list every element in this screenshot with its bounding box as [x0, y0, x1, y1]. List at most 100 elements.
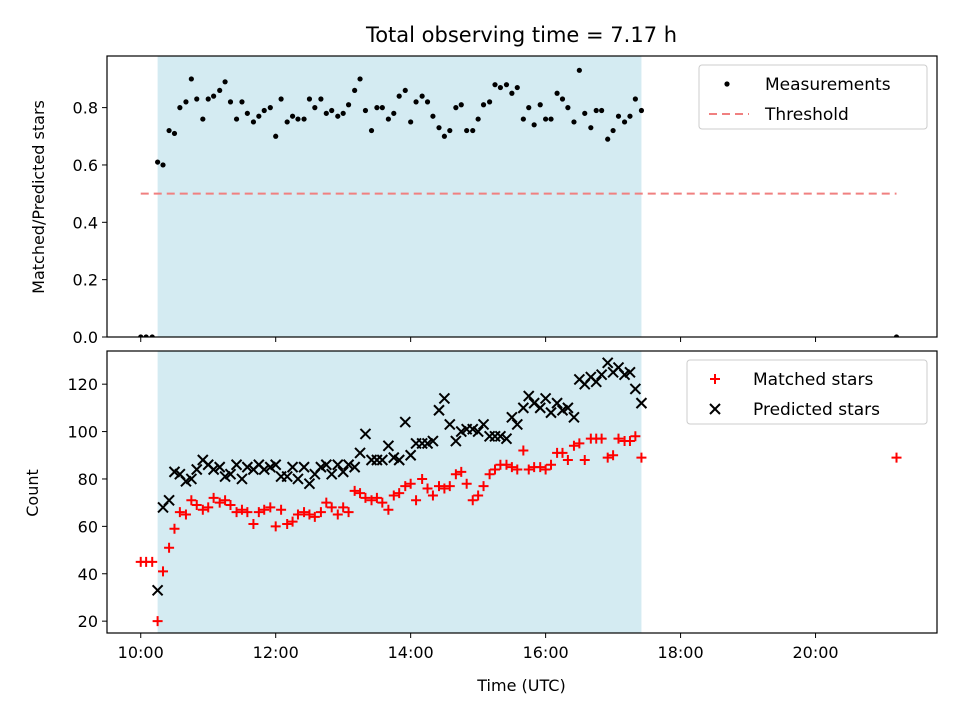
predicted-stars-point	[163, 494, 175, 507]
matched-stars-point	[574, 438, 585, 449]
matched-stars-point	[523, 464, 534, 475]
measurements-point	[413, 99, 419, 105]
matched-stars-point	[326, 502, 337, 513]
measurements-point	[138, 334, 144, 337]
predicted-stars-point	[534, 402, 546, 414]
measurements-point	[323, 110, 329, 116]
measurements-point	[273, 133, 279, 139]
predicted-stars-point	[286, 461, 299, 473]
predicted-stars-point	[207, 463, 220, 476]
predicted-stars-point	[590, 376, 602, 388]
measurements-point	[480, 102, 487, 108]
predicted-stars-point	[517, 402, 530, 414]
measurements-point	[487, 99, 493, 105]
matched-stars-point	[540, 464, 551, 475]
measurements-point	[543, 116, 549, 122]
matched-stars-point	[343, 507, 354, 518]
predicted-stars-point	[629, 383, 642, 395]
y-tick-label: 20	[78, 612, 98, 631]
predicted-stars-point	[450, 435, 462, 447]
bottom-y-axis-label: Count	[23, 469, 42, 517]
measurements-point	[217, 87, 223, 94]
predicted-stars-point	[298, 461, 310, 473]
predicted-stars-point	[224, 468, 237, 480]
matched-stars-point	[360, 492, 371, 503]
measurements-point	[289, 113, 296, 119]
measurements-point	[436, 125, 442, 131]
measurements-point	[537, 102, 543, 108]
matched-stars-point	[265, 502, 276, 513]
matched-stars-point	[236, 504, 247, 515]
measurements-point	[520, 116, 526, 122]
measurements-point	[419, 93, 425, 99]
matched-stars-point	[147, 556, 158, 567]
measurements-point	[441, 133, 447, 139]
predicted-stars-point	[562, 402, 574, 414]
measurements-point	[278, 96, 284, 102]
predicted-stars-point	[399, 416, 411, 428]
matched-stars-point	[304, 509, 315, 520]
measurements-point	[256, 113, 262, 119]
x-axis-label: Time (UTC)	[476, 676, 565, 695]
legend: Matched stars Predicted stars	[686, 359, 928, 425]
matched-stars-point	[377, 497, 388, 508]
measurements-point	[588, 125, 594, 131]
predicted-stars-point	[506, 411, 518, 424]
x-tick-label: 10:00	[118, 643, 164, 662]
measurements-point	[464, 127, 470, 134]
measurements-point	[295, 116, 301, 122]
measurements-point	[345, 102, 352, 108]
measurements-point	[335, 113, 341, 119]
matched-stars-point	[180, 509, 191, 520]
measurements-point	[318, 96, 324, 102]
y-tick-label: 0.8	[73, 99, 98, 118]
chart-title: Total observing time = 7.17 h	[365, 23, 677, 47]
x-tick-label: 12:00	[253, 643, 299, 662]
matched-stars-point	[501, 459, 512, 470]
matched-stars-point	[164, 542, 175, 553]
matched-stars-point	[191, 500, 202, 511]
measurements-point	[593, 107, 599, 114]
matched-stars-point	[608, 450, 619, 461]
y-tick-label: 60	[78, 517, 98, 536]
legend: Measurements Threshold	[698, 64, 928, 130]
matched-stars-point	[417, 473, 428, 484]
measurements-point	[143, 334, 149, 337]
measurements-point	[374, 105, 380, 111]
predicted-stars-point	[354, 447, 366, 459]
matched-stars-point	[461, 478, 472, 489]
matched-stars-point	[282, 518, 293, 529]
matched-stars-point	[568, 440, 579, 451]
matched-stars-point	[276, 504, 287, 515]
matched-stars-point	[315, 507, 326, 518]
matched-stars-point	[371, 492, 382, 503]
matched-stars-point	[248, 518, 259, 529]
matched-stars-point	[490, 464, 501, 475]
measurements-point	[222, 79, 228, 85]
measurements-point	[149, 334, 155, 337]
measurements-point	[352, 87, 358, 94]
measurements-point	[402, 87, 408, 94]
predicted-stars-point	[500, 432, 513, 445]
measurements-point	[559, 96, 566, 102]
matched-stars-point	[411, 495, 422, 506]
matched-stars-point	[613, 433, 624, 444]
matched-stars-point	[579, 455, 590, 466]
y-tick-label: 80	[78, 470, 98, 489]
measurements-point	[453, 105, 459, 111]
matched-stars-point	[242, 507, 253, 518]
measurements-point	[475, 116, 481, 122]
measurements-point	[379, 105, 385, 111]
measurements-point	[239, 99, 245, 105]
matched-stars-point	[596, 433, 607, 444]
measurements-legend-marker	[724, 81, 730, 87]
predicted-stars-point	[348, 461, 361, 473]
measurements-point	[632, 96, 638, 102]
matched-stars-point	[388, 490, 399, 501]
matched-stars-point	[467, 495, 478, 506]
predicted-stars-point	[635, 397, 648, 409]
y-tick-label: 40	[78, 565, 98, 584]
matched-stars-point	[197, 504, 208, 515]
predicted-stars-point	[376, 454, 389, 466]
